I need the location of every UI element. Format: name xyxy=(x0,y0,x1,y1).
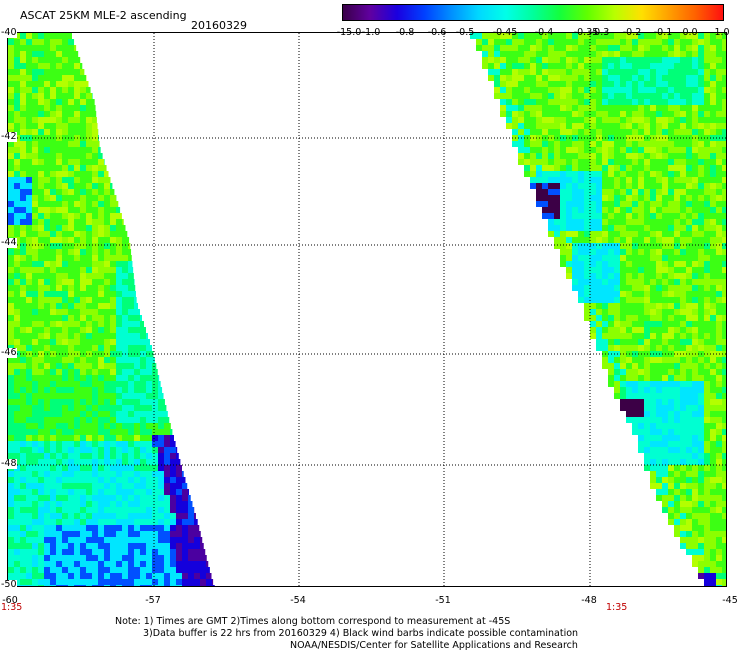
lat-label-44: -44 xyxy=(1,238,17,248)
product-date: 20160329 xyxy=(191,19,247,32)
swath-left xyxy=(8,33,215,586)
time-label-left: 1:35 xyxy=(1,602,22,613)
colorbar-label: 0.0 xyxy=(682,27,697,38)
colorbar-label: -15.0 xyxy=(337,27,362,38)
lat-label-46: -46 xyxy=(1,348,17,358)
note-line-3: NOAA/NESDIS/Center for Satellite Applica… xyxy=(290,640,578,651)
note-line-1: Note: 1) Times are GMT 2)Times along bot… xyxy=(115,616,510,627)
colorbar-label: -1.0 xyxy=(362,27,381,38)
lon-label-48: -48 xyxy=(581,595,597,606)
lat-label-42: -42 xyxy=(1,132,17,142)
colorbar-labels: -15.0-1.0-0.8-0.6-0.5-0.45-0.4-0.35-0.3-… xyxy=(330,27,740,39)
lat-label-48: -48 xyxy=(1,459,17,469)
colorbar-label: -0.3 xyxy=(591,27,610,38)
lon-label-54: -54 xyxy=(290,595,306,606)
lat-label-50: -50 xyxy=(1,580,17,590)
colorbar-label: 1.0 xyxy=(714,27,729,38)
lon-label-45: -45 xyxy=(722,595,738,606)
colorbar-label: -0.6 xyxy=(428,27,447,38)
colorbar-label: -0.4 xyxy=(535,27,554,38)
note-line-2: 3)Data buffer is 22 hrs from 20160329 4)… xyxy=(143,628,578,639)
colorbar xyxy=(342,4,724,21)
product-title: ASCAT 25KM MLE-2 ascending xyxy=(20,9,187,22)
swath-right xyxy=(470,33,726,586)
lon-label-57: -57 xyxy=(145,595,161,606)
colorbar-label: -0.1 xyxy=(654,27,673,38)
colorbar-label: -0.5 xyxy=(456,27,475,38)
colorbar-label: -0.45 xyxy=(493,27,518,38)
colorbar-label: -0.2 xyxy=(623,27,642,38)
lat-label-40: -40 xyxy=(1,28,17,38)
time-label-right: 1:35 xyxy=(606,602,627,613)
colorbar-label: -0.8 xyxy=(396,27,415,38)
lon-label-51: -51 xyxy=(435,595,451,606)
